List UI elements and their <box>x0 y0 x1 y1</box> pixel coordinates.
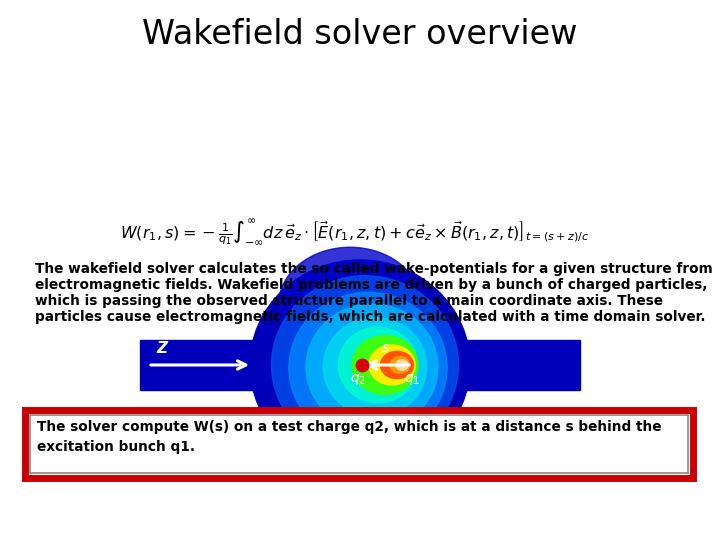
Ellipse shape <box>380 352 413 379</box>
Ellipse shape <box>250 260 470 470</box>
Text: $W(r_1, s) = -\frac{1}{q_1}\int_{-\infty}^{\infty} dz\,\vec{e}_z \cdot \left[\ve: $W(r_1, s) = -\frac{1}{q_1}\int_{-\infty… <box>120 217 590 247</box>
Text: electromagnetic fields. Wakefield problems are driven by a bunch of charged part: electromagnetic fields. Wakefield proble… <box>35 278 707 292</box>
Ellipse shape <box>352 335 418 394</box>
Text: which is passing the observed structure parallel to a main coordinate axis. Thes: which is passing the observed structure … <box>35 294 663 308</box>
Ellipse shape <box>306 304 438 430</box>
Bar <box>140 340 255 390</box>
Ellipse shape <box>390 356 410 373</box>
Ellipse shape <box>369 345 415 385</box>
Text: Wakefield solver overview: Wakefield solver overview <box>143 18 577 51</box>
Text: s: s <box>382 341 390 355</box>
Ellipse shape <box>271 276 459 454</box>
FancyBboxPatch shape <box>25 410 693 478</box>
Text: The solver compute W(s) on a test charge q2, which is at a distance s behind the: The solver compute W(s) on a test charge… <box>37 420 662 454</box>
Text: particles cause electromagnetic fields, which are calculated with a time domain : particles cause electromagnetic fields, … <box>35 310 706 324</box>
Bar <box>465 340 580 390</box>
Text: The wakefield solver calculates the so called wake-potentials for a given struct: The wakefield solver calculates the so c… <box>35 262 713 276</box>
Ellipse shape <box>323 318 427 416</box>
Ellipse shape <box>279 247 421 363</box>
Ellipse shape <box>338 327 418 403</box>
FancyBboxPatch shape <box>30 415 688 473</box>
Text: Z: Z <box>156 341 167 356</box>
Text: $q_2$: $q_2$ <box>350 372 366 387</box>
Ellipse shape <box>289 292 447 443</box>
Ellipse shape <box>396 360 408 370</box>
Text: $q_1$: $q_1$ <box>404 372 420 387</box>
